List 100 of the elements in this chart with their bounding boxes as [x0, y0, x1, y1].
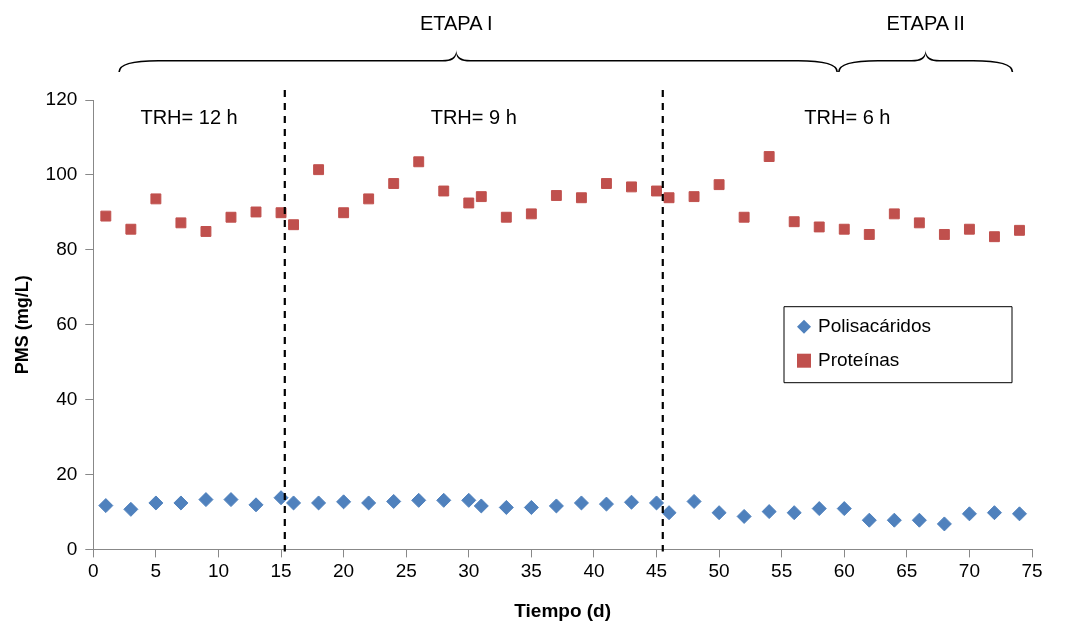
point [98, 498, 114, 514]
point [598, 496, 614, 512]
x-tick-label: 0 [88, 560, 99, 582]
x-tick-label: 60 [833, 560, 855, 582]
point [1014, 224, 1025, 236]
point [413, 156, 425, 168]
point [989, 231, 1000, 243]
point [813, 221, 825, 233]
point [913, 217, 925, 229]
point [438, 185, 450, 197]
point [148, 495, 164, 511]
point [198, 492, 214, 508]
point [473, 498, 489, 514]
x-tick-label: 35 [520, 560, 542, 582]
point [461, 492, 477, 508]
point [125, 223, 137, 235]
y-tick-label: 40 [56, 387, 78, 409]
point [500, 211, 512, 223]
point [525, 208, 537, 220]
point [150, 193, 162, 205]
x-tick-label: 5 [150, 560, 162, 582]
legend-label: Polisacáridos [818, 314, 931, 336]
text: ETAPA I [419, 11, 493, 34]
point [836, 501, 852, 517]
point [863, 229, 875, 240]
point [888, 208, 900, 220]
point [761, 504, 777, 520]
point [649, 495, 665, 511]
point [861, 512, 877, 528]
point [475, 191, 487, 203]
point [575, 192, 587, 204]
y-tick-label: 100 [45, 163, 78, 185]
x-tick-label: 50 [708, 560, 730, 582]
point [498, 499, 514, 515]
point [311, 495, 327, 511]
point [573, 495, 589, 511]
point [338, 207, 350, 219]
point [288, 219, 300, 231]
point [273, 490, 289, 506]
point [100, 210, 112, 222]
point [936, 516, 952, 532]
point [811, 501, 827, 517]
point [661, 505, 677, 521]
point [713, 179, 725, 191]
point [336, 494, 352, 510]
y-tick-label: 120 [45, 88, 78, 110]
y-tick-label: 20 [56, 462, 78, 484]
point [763, 151, 775, 162]
point [1011, 506, 1027, 522]
point [736, 508, 752, 524]
point [601, 178, 612, 189]
point [548, 498, 564, 514]
annotation: TRH= 9 h [430, 105, 517, 128]
x-tick-label: 45 [645, 560, 668, 582]
point [123, 501, 139, 517]
x-tick-label: 70 [958, 560, 980, 582]
x-axis-title: Tiempo (d) [514, 599, 612, 621]
annotation: TRH= 12 h [140, 105, 238, 128]
point [886, 512, 902, 528]
x-tick-label: 75 [1021, 560, 1043, 582]
point [250, 206, 262, 218]
point [961, 506, 977, 522]
point [463, 197, 475, 209]
point [788, 216, 800, 228]
point [436, 492, 452, 508]
point [986, 505, 1002, 521]
point [223, 492, 239, 508]
point [626, 181, 637, 193]
x-tick-label: 10 [207, 560, 230, 582]
y-tick-label: 60 [56, 312, 78, 334]
y-tick-label: 0 [66, 537, 78, 559]
point [623, 494, 639, 510]
y-tick-label: 80 [56, 238, 78, 260]
point [225, 211, 237, 223]
x-tick-label: 15 [270, 560, 292, 582]
point [361, 495, 377, 511]
point [363, 193, 375, 205]
point [688, 191, 700, 203]
point [388, 178, 400, 189]
point [738, 211, 750, 223]
point [523, 499, 539, 515]
x-tick-label: 25 [395, 560, 417, 582]
text: ETAPA II [886, 11, 965, 34]
x-tick-label: 20 [333, 560, 355, 582]
legend-label: Proteínas [818, 348, 900, 370]
annotation: TRH= 6 h [804, 105, 891, 128]
point [313, 164, 325, 176]
point [411, 492, 427, 508]
x-tick-label: 40 [583, 560, 605, 582]
point [248, 497, 264, 513]
point [911, 512, 927, 528]
point [938, 229, 950, 240]
point [651, 185, 662, 197]
x-tick-label: 55 [771, 560, 793, 582]
point [686, 493, 702, 509]
point [386, 493, 402, 509]
point [286, 495, 302, 511]
point [663, 192, 675, 204]
x-tick-label: 65 [896, 560, 918, 582]
point [838, 223, 850, 235]
